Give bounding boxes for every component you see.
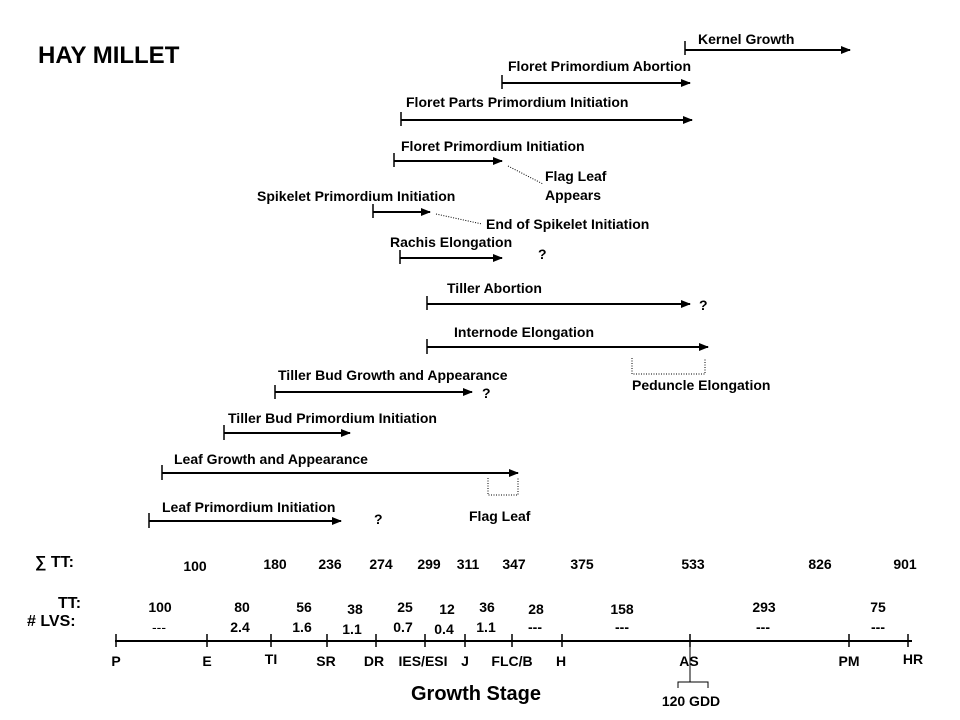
lvs-value: --- [152, 619, 166, 635]
flag-leaf-bracket [487, 478, 519, 496]
tt-value: 56 [296, 599, 312, 615]
stage-label: FLC/B [491, 653, 532, 669]
lvs-value: --- [528, 619, 542, 635]
stage-label: IES/ESI [398, 653, 447, 669]
event-rachis-elongation: Rachis Elongation ? [390, 234, 547, 264]
tt-value: 100 [148, 599, 172, 615]
lvs-value: --- [615, 619, 629, 635]
event-label: Kernel Growth [698, 31, 794, 47]
stage-label: P [111, 653, 120, 669]
tt-value: 12 [439, 601, 455, 617]
sum-tt-value: 533 [681, 556, 705, 572]
annotation-flag-leaf: Flag Leaf [469, 478, 531, 524]
annotation-label: Flag Leaf [469, 508, 531, 524]
event-tiller-bud-primordium: Tiller Bud Primordium Initiation [223, 410, 437, 440]
lvs-value: 0.4 [434, 621, 454, 637]
question-mark: ? [482, 385, 491, 401]
stage-label: PM [839, 653, 860, 669]
lvs-value: 0.7 [393, 619, 413, 635]
stage-label: DR [364, 653, 384, 669]
event-spikelet-primordium-initiation: Spikelet Primordium Initiation [257, 188, 455, 218]
annotation-label: End of Spikelet Initiation [486, 216, 649, 232]
stage-label: J [461, 653, 469, 669]
lvs-value: --- [756, 619, 770, 635]
sum-tt-value: 311 [457, 556, 480, 572]
stage-label: SR [316, 653, 335, 669]
event-tiller-abortion: Tiller Abortion ? [426, 280, 708, 313]
event-floret-parts-primordium-initiation: Floret Parts Primordium Initiation [400, 94, 693, 126]
event-leaf-primordium: Leaf Primordium Initiation ? [148, 499, 383, 528]
tt-value: 80 [234, 599, 250, 615]
question-mark: ? [538, 246, 547, 262]
lvs-row-label: # LVS: [27, 613, 76, 630]
event-label: Floret Parts Primordium Initiation [406, 94, 628, 110]
lvs-value: 1.1 [476, 619, 496, 635]
tt-value: 36 [479, 599, 495, 615]
tt-value: 75 [870, 599, 886, 615]
event-kernel-growth: Kernel Growth [684, 31, 851, 55]
question-mark: ? [374, 511, 383, 527]
tt-row-label: TT: [58, 595, 81, 612]
tt-value: 25 [397, 599, 413, 615]
axis-title: Growth Stage [411, 683, 541, 705]
tt-value: 28 [528, 601, 544, 617]
lvs-value: 1.1 [342, 621, 362, 637]
sum-tt-value: 100 [183, 558, 207, 574]
tt-row: 100 80 56 38 25 12 36 28 158 293 75 [148, 599, 886, 617]
annotation-peduncle-elongation: Peduncle Elongation [631, 358, 770, 393]
event-label: Tiller Bud Primordium Initiation [228, 410, 437, 426]
sum-tt-value: 826 [808, 556, 832, 572]
annotation-leader-line [435, 213, 483, 225]
lvs-value: 2.4 [230, 619, 250, 635]
event-label: Floret Primordium Initiation [401, 138, 585, 154]
event-label: Floret Primordium Abortion [508, 58, 691, 74]
gdd-bracket [677, 681, 709, 688]
annotation-leader-line [507, 165, 544, 185]
tt-value: 38 [347, 601, 363, 617]
lvs-value: 1.6 [292, 619, 312, 635]
stage-label: E [202, 653, 211, 669]
stage-label: TI [265, 651, 277, 667]
event-tiller-bud-growth: Tiller Bud Growth and Appearance ? [274, 367, 508, 401]
event-label: Leaf Primordium Initiation [162, 499, 335, 515]
sum-tt-row-label: ∑ TT: [35, 554, 74, 571]
lvs-row: --- 2.4 1.6 1.1 0.7 0.4 1.1 --- --- --- … [152, 619, 885, 637]
tt-value: 158 [610, 601, 634, 617]
sum-tt-value: 180 [263, 556, 287, 572]
stage-label: AS [679, 653, 698, 669]
sum-tt-value: 901 [893, 556, 917, 572]
peduncle-bracket [631, 358, 706, 375]
sum-tt-row: 100 180 236 274 299 311 347 375 533 826 … [183, 556, 917, 574]
sum-tt-value: 347 [502, 556, 526, 572]
diagram-title: HAY MILLET [38, 42, 180, 69]
annotation-label-line2: Appears [545, 187, 601, 203]
annotation-end-of-spikelet-initiation: End of Spikelet Initiation [435, 213, 649, 232]
event-floret-primordium-abortion: Floret Primordium Abortion [501, 58, 691, 89]
sum-tt-value: 375 [570, 556, 594, 572]
annotation-label-line1: Flag Leaf [545, 168, 607, 184]
event-label: Spikelet Primordium Initiation [257, 188, 455, 204]
gdd-label: 120 GDD [662, 693, 720, 709]
annotation-flag-leaf-appears: Flag Leaf Appears [507, 165, 607, 203]
tt-value: 293 [752, 599, 776, 615]
sum-tt-value: 274 [369, 556, 393, 572]
lvs-value: --- [871, 619, 885, 635]
stage-label: H [556, 653, 566, 669]
event-label: Tiller Bud Growth and Appearance [278, 367, 508, 383]
growth-stage-axis: P E TI SR DR IES/ESI J FLC/B H AS PM HR [111, 634, 923, 669]
event-leaf-growth: Leaf Growth and Appearance [161, 451, 519, 480]
sum-tt-value: 236 [318, 556, 342, 572]
event-floret-primordium-initiation: Floret Primordium Initiation [393, 138, 585, 167]
stage-label: HR [903, 651, 923, 667]
event-internode-elongation: Internode Elongation [426, 324, 709, 354]
event-label: Internode Elongation [454, 324, 594, 340]
event-label: Tiller Abortion [447, 280, 542, 296]
annotation-label: Peduncle Elongation [632, 377, 770, 393]
event-label: Leaf Growth and Appearance [174, 451, 368, 467]
question-mark: ? [699, 297, 708, 313]
event-label: Rachis Elongation [390, 234, 512, 250]
sum-tt-value: 299 [417, 556, 441, 572]
gdd-annotation: 120 GDD [662, 647, 720, 709]
